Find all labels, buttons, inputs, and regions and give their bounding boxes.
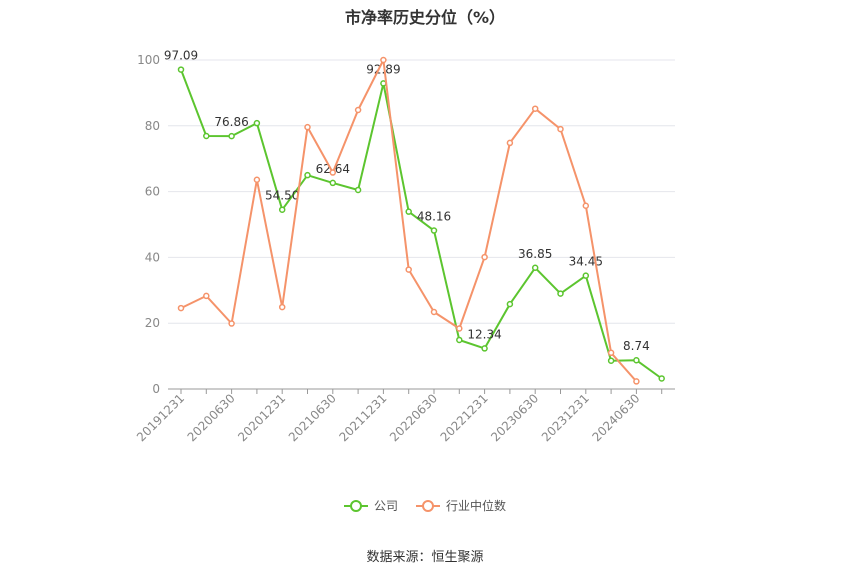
data-point-s0-14 — [531, 264, 539, 272]
legend-label-company: 公司 — [373, 499, 398, 513]
data-point-s1-17 — [607, 349, 615, 357]
data-point-s0-19 — [658, 375, 665, 382]
legend-item-company[interactable]: 公司 — [343, 497, 398, 514]
data-label-s0-16: 34.45 — [569, 255, 603, 269]
y-tick-label-0: 0 — [152, 382, 160, 396]
chart-title: 市净率历史分位（%） — [344, 8, 506, 27]
data-point-s0-18 — [633, 356, 640, 364]
legend-swatch-industry-median — [416, 499, 440, 513]
data-point-s0-9 — [405, 208, 412, 215]
data-point-s1-8 — [380, 56, 387, 64]
x-tick-label-20191231: 20191231 — [134, 391, 187, 444]
data-point-s1-11 — [456, 325, 463, 332]
data-point-s1-7 — [354, 106, 362, 114]
data-point-s1-0 — [177, 304, 185, 312]
legend-item-industry-median[interactable]: 行业中位数 — [416, 497, 506, 514]
data-label-s0-14: 36.85 — [518, 247, 552, 261]
data-point-s1-5 — [304, 123, 311, 131]
x-tick-label-20201231: 20201231 — [235, 391, 288, 444]
series-line-1 — [180, 59, 638, 383]
data-point-s0-12 — [481, 345, 488, 352]
data-point-s0-13 — [506, 300, 514, 308]
data-point-s0-5 — [304, 171, 311, 179]
data-point-s1-13 — [506, 139, 514, 147]
y-tick-label-40: 40 — [145, 250, 160, 264]
series-line-0 — [180, 69, 663, 380]
data-label-s0-8: 92.89 — [366, 62, 400, 76]
data-point-s0-2 — [228, 132, 235, 140]
x-tick-label-20220630: 20220630 — [387, 391, 440, 444]
y-tick-label-20: 20 — [145, 316, 160, 330]
legend-swatch-company — [343, 499, 368, 513]
x-tick-label-20230630: 20230630 — [488, 391, 541, 444]
data-point-s1-14 — [531, 105, 539, 112]
data-point-s0-4 — [278, 206, 286, 213]
data-label-s0-10: 48.16 — [417, 210, 451, 224]
data-point-s1-6 — [329, 169, 337, 176]
y-tick-label-60: 60 — [145, 185, 160, 199]
x-tick-label-20221231: 20221231 — [438, 391, 491, 444]
data-point-s0-16 — [582, 272, 590, 279]
data-point-s1-2 — [228, 320, 235, 327]
data-point-s0-3 — [253, 119, 261, 127]
data-point-s0-17 — [607, 357, 615, 364]
data-point-s1-18 — [633, 378, 640, 385]
data-label-s0-12: 12.34 — [467, 327, 501, 341]
data-label-s0-18: 8.74 — [623, 339, 650, 353]
data-label-s0-4: 54.50 — [265, 189, 299, 203]
x-tick-label-20240630: 20240630 — [589, 391, 642, 444]
data-point-s0-7 — [354, 186, 362, 194]
data-point-s1-4 — [278, 303, 286, 311]
data-point-s0-6 — [329, 179, 337, 187]
y-tick-label-80: 80 — [145, 119, 160, 133]
data-label-s0-0: 97.09 — [164, 49, 198, 63]
data-point-s0-10 — [430, 227, 438, 234]
y-tick-label-100: 100 — [137, 53, 160, 67]
data-point-s0-11 — [456, 336, 463, 344]
source-note: 数据来源：恒生聚源 — [366, 550, 484, 565]
data-point-s1-1 — [203, 292, 210, 300]
data-point-s1-10 — [430, 308, 438, 316]
data-point-s0-15 — [557, 290, 564, 297]
data-point-s0-0 — [177, 66, 185, 73]
data-point-s1-3 — [253, 176, 261, 184]
data-point-s0-1 — [203, 132, 210, 140]
x-tick-label-20200630: 20200630 — [185, 391, 238, 444]
chart-legend: 公司 行业中位数 — [0, 497, 850, 514]
data-point-s1-12 — [481, 253, 488, 261]
legend-label-industry-median: 行业中位数 — [446, 499, 507, 513]
data-label-s0-6: 62.64 — [316, 162, 350, 176]
data-point-s1-9 — [405, 266, 412, 273]
data-point-s1-15 — [557, 125, 564, 133]
data-point-s1-16 — [582, 202, 590, 209]
x-tick-label-20211231: 20211231 — [336, 391, 389, 444]
x-tick-label-20231231: 20231231 — [539, 391, 592, 444]
data-label-s0-2: 76.86 — [214, 115, 248, 129]
x-tick-label-20210630: 20210630 — [286, 391, 339, 444]
